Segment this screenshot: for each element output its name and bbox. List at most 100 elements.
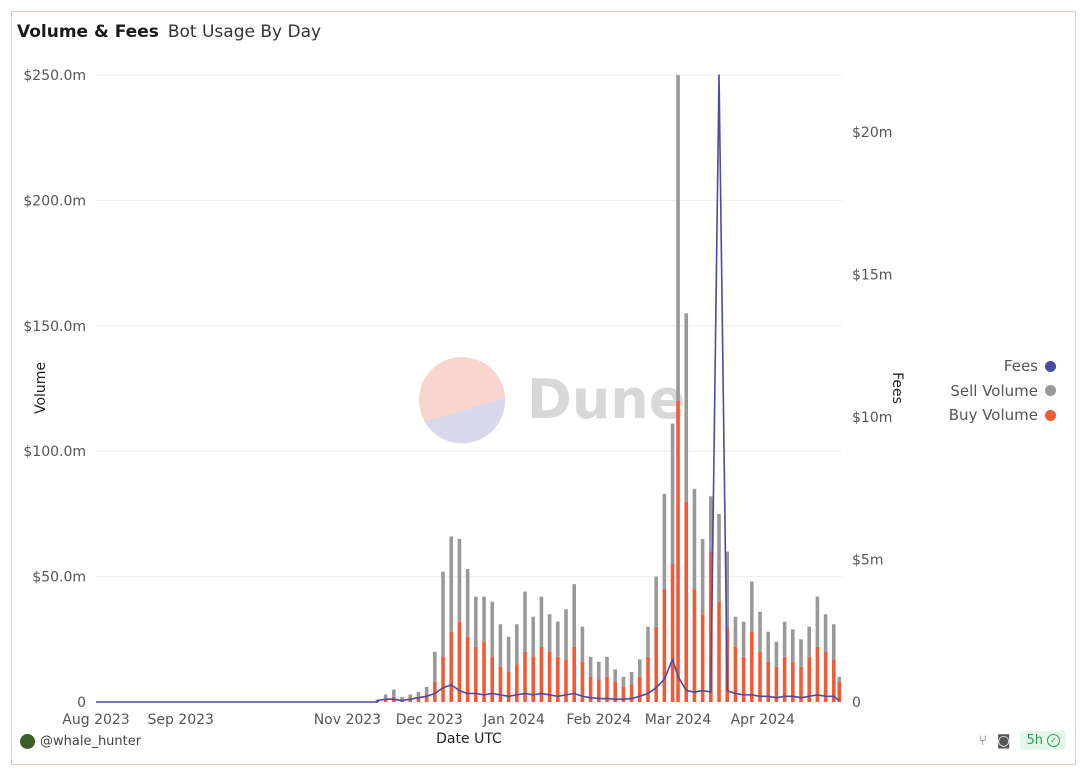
buy-volume-bar [621, 686, 626, 702]
buy-volume-bar [572, 646, 577, 702]
sell-volume-bar [621, 676, 626, 687]
sell-volume-bar [539, 596, 544, 647]
buy-volume-bar [637, 676, 642, 702]
buy-volume-bar [700, 614, 705, 702]
sell-volume-bar [580, 626, 585, 662]
sell-volume-bar [823, 614, 828, 652]
buy-volume-bar [465, 636, 470, 702]
legend-dot-sell-volume [1045, 385, 1056, 397]
buy-volume-bar [613, 681, 617, 702]
buy-volume-bar [383, 698, 388, 702]
refresh-badge[interactable]: 5h ✓ [1020, 731, 1066, 750]
y-tick-label: $50.0m [32, 570, 86, 586]
check-circle-icon: ✓ [1047, 734, 1060, 747]
sell-volume-bar [613, 669, 617, 682]
buy-volume-bar [474, 646, 478, 702]
y2-tick-label: $10m [852, 410, 892, 426]
sell-volume-bar [782, 621, 787, 657]
sell-volume-bar [741, 621, 746, 657]
buy-volume-bar [457, 621, 462, 702]
buy-volume-bar [588, 676, 593, 702]
buy-volume-bar [531, 656, 536, 702]
sell-volume-bar [733, 616, 738, 647]
buy-volume-bar [441, 656, 445, 702]
sell-volume-bar [400, 696, 404, 700]
sell-volume-bar [670, 423, 675, 565]
sell-volume-bar [515, 624, 519, 665]
fork-icon[interactable]: ⑂ [978, 732, 987, 749]
buy-volume-bar [424, 694, 429, 702]
sell-volume-bar [684, 313, 689, 502]
legend-dot-fees [1045, 360, 1056, 372]
sell-volume-bar [815, 596, 820, 647]
author-link[interactable]: @whale_hunter [20, 734, 141, 749]
buy-volume-bar [498, 666, 503, 702]
buy-volume-bar [741, 656, 746, 702]
legend-item-sell-volume[interactable]: Sell Volume [949, 379, 1056, 404]
x-tick-label: Nov 2023 [314, 712, 381, 728]
buy-volume-bar [547, 651, 552, 702]
buy-volume-bar [506, 671, 511, 702]
buy-volume-bar [774, 666, 779, 702]
buy-volume-bar [815, 646, 820, 702]
buy-volume-bar [750, 631, 754, 702]
sell-volume-bar [700, 538, 705, 615]
buy-volume-bar [670, 564, 675, 702]
sell-volume-bar [433, 651, 437, 682]
sell-volume-bar [837, 676, 842, 682]
x-tick-label: Feb 2024 [566, 712, 631, 728]
buy-volume-bar [408, 698, 413, 702]
legend-item-buy-volume[interactable]: Buy Volume [949, 403, 1056, 428]
y-tick-label: 0 [77, 695, 86, 711]
buy-volume-bar [733, 646, 738, 702]
legend-item-fees[interactable]: Fees [949, 354, 1056, 379]
x-tick-label: Aug 2023 [62, 712, 129, 728]
y-tick-label: $150.0m [23, 319, 86, 335]
x-axis-title: Date UTC [436, 731, 502, 747]
buy-volume-bar [676, 401, 680, 702]
sell-volume-bar [605, 656, 609, 677]
sell-volume-bar [588, 656, 593, 677]
watermark-text: Dune [527, 368, 685, 431]
x-tick-label: Sep 2023 [147, 712, 213, 728]
avatar [20, 734, 35, 749]
buy-volume-bar [482, 641, 486, 702]
chart-subtitle: Bot Usage By Day [167, 22, 322, 42]
legend-label-fees: Fees [1003, 357, 1038, 376]
y-tick-label: $250.0m [23, 68, 86, 84]
sell-volume-bar [416, 691, 421, 697]
sell-volume-bar [717, 513, 721, 602]
sell-volume-bar [498, 624, 503, 667]
watermark-circle-bottom [424, 397, 506, 444]
sell-volume-bar [424, 686, 429, 695]
sell-volume-bar [523, 591, 527, 652]
buy-volume-bar [523, 651, 527, 702]
buy-volume-bar [709, 551, 713, 702]
sell-volume-bar [676, 75, 680, 402]
sell-volume-bar [547, 614, 552, 652]
sell-volume-bar [457, 538, 462, 622]
chart-header: Volume & Fees Bot Usage By Day [17, 22, 321, 42]
y-tick-label: $100.0m [23, 444, 86, 460]
sell-volume-bar [596, 661, 601, 680]
author-name: @whale_hunter [40, 734, 142, 749]
sell-volume-bar [662, 493, 667, 590]
sell-volume-bar [449, 536, 454, 632]
sell-volume-bar [572, 584, 577, 647]
sell-volume-bar [807, 626, 812, 657]
x-tick-label: Jan 2024 [482, 712, 545, 728]
buy-volume-bar [433, 681, 437, 702]
sell-volume-bar [637, 659, 642, 677]
buy-volume-bar [646, 656, 650, 702]
sell-volume-bar [490, 601, 495, 657]
y2-axis-title: Fees [889, 372, 905, 404]
legend-dot-buy-volume [1045, 409, 1056, 421]
y2-tick-label: $15m [852, 268, 892, 284]
chart-title: Volume & Fees [17, 22, 159, 42]
sell-volume-bar [564, 609, 568, 660]
sell-volume-bar [774, 641, 779, 667]
buy-volume-bar [515, 664, 519, 702]
buy-volume-bar [539, 646, 544, 702]
sell-volume-bar [556, 621, 560, 657]
camera-icon[interactable]: ◙ [996, 732, 1011, 749]
